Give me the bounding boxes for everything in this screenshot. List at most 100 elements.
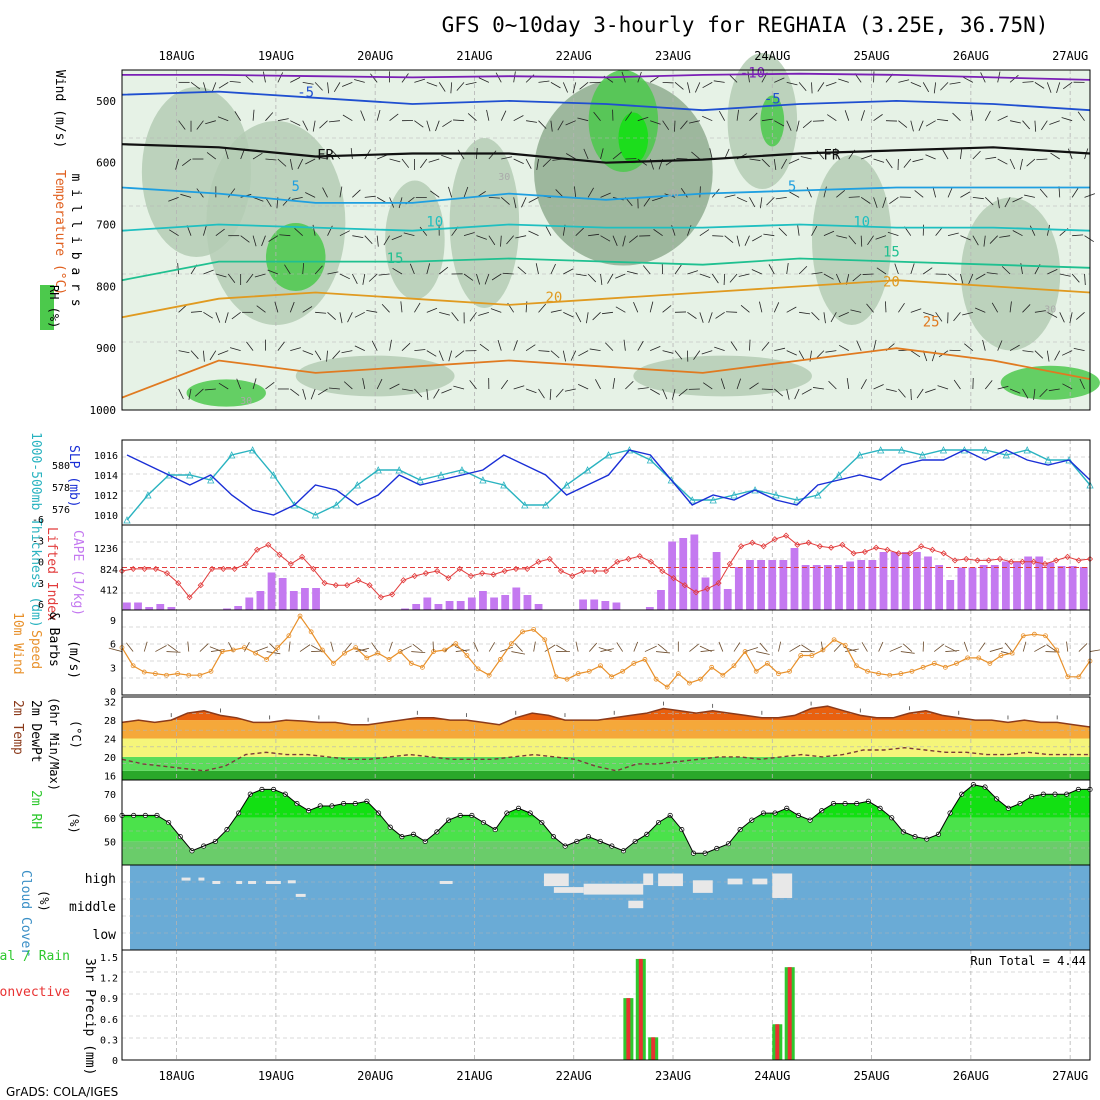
thickness-marker bbox=[562, 481, 571, 489]
surface-wind-barb bbox=[126, 642, 134, 652]
wind-barb bbox=[476, 235, 487, 240]
wind-barb bbox=[467, 113, 477, 121]
wind-barb bbox=[997, 158, 1008, 165]
wind-barb bbox=[974, 307, 986, 313]
wind-barb bbox=[538, 80, 550, 83]
wind-barb bbox=[479, 343, 490, 351]
wind-barb bbox=[252, 109, 255, 121]
rh-mask bbox=[122, 780, 1090, 854]
wind-barb bbox=[627, 270, 638, 275]
lifted-marker bbox=[771, 536, 778, 543]
cape-bar bbox=[612, 602, 621, 610]
wind-barb bbox=[305, 192, 316, 198]
wind-barb bbox=[873, 158, 885, 163]
wind-barb bbox=[729, 74, 738, 83]
lifted-marker bbox=[535, 558, 542, 565]
surface-wind-barb bbox=[861, 642, 868, 652]
isotherm-line bbox=[121, 223, 1091, 232]
wind-barb bbox=[601, 311, 614, 315]
wind-barb bbox=[563, 268, 574, 275]
lifted-marker bbox=[197, 582, 204, 589]
cape-bar bbox=[289, 591, 298, 610]
lifted-marker bbox=[265, 541, 272, 548]
wind-barb bbox=[968, 273, 974, 285]
top-day-label: 18AUG bbox=[159, 49, 195, 63]
wind-barb bbox=[726, 311, 738, 313]
surface-wind-barb bbox=[801, 644, 813, 652]
wind-barb bbox=[876, 267, 887, 275]
rh-unit-label: (%) bbox=[67, 812, 81, 834]
wind-barb bbox=[1026, 158, 1036, 167]
wind-barb bbox=[217, 116, 229, 122]
precip-conv-label: Convective bbox=[0, 985, 70, 1000]
wind-barb bbox=[910, 350, 921, 358]
wind-barb bbox=[178, 304, 188, 313]
wind-barb bbox=[738, 273, 750, 277]
wind-barb bbox=[587, 187, 594, 198]
wind-barb bbox=[366, 310, 378, 313]
surface-wind-barb bbox=[589, 642, 598, 652]
wind-barb bbox=[637, 340, 644, 351]
wind-barb bbox=[227, 273, 236, 284]
cape-bar bbox=[579, 599, 587, 610]
wind-barb bbox=[960, 191, 971, 198]
wind-barb bbox=[383, 235, 390, 246]
wind-barbs-label: & Barbs bbox=[46, 612, 61, 667]
cloud-cell bbox=[212, 880, 221, 884]
wind-barb bbox=[339, 273, 351, 280]
wind-barb bbox=[389, 383, 400, 390]
wind-barb bbox=[699, 273, 711, 278]
lifted-marker bbox=[175, 580, 182, 587]
cape-bar bbox=[490, 597, 498, 610]
wind-barb bbox=[327, 271, 339, 275]
surface-wind-barb bbox=[900, 651, 915, 654]
wind-barb bbox=[513, 115, 524, 122]
wind-barb bbox=[354, 345, 365, 352]
wind-barb bbox=[687, 82, 691, 94]
wind-barb bbox=[310, 388, 316, 400]
wind-barb bbox=[935, 312, 943, 322]
wind-barb bbox=[935, 226, 943, 236]
wind-barb bbox=[549, 388, 552, 400]
pressure-tick: 1000 bbox=[90, 404, 117, 417]
wind-speed-line bbox=[121, 614, 1091, 688]
wind-barb bbox=[525, 388, 537, 394]
cape-bar bbox=[223, 608, 231, 610]
cloud-cell bbox=[181, 877, 191, 881]
wind-barb bbox=[761, 158, 770, 168]
wind-barb bbox=[763, 233, 775, 237]
wind-barb bbox=[224, 312, 229, 324]
wind-barb bbox=[343, 381, 353, 390]
wind-barb bbox=[362, 378, 366, 390]
wind-barb bbox=[781, 158, 788, 169]
surface-wind-barb bbox=[789, 644, 801, 652]
wind-barb bbox=[513, 158, 524, 165]
contour-label: 25 bbox=[923, 315, 940, 331]
wind-barb bbox=[351, 273, 358, 284]
wind-barb bbox=[751, 269, 763, 275]
wind-barb bbox=[194, 388, 204, 397]
wind-barb bbox=[538, 303, 547, 313]
cape-bar bbox=[946, 580, 955, 610]
wind-barb bbox=[352, 189, 361, 198]
wind-barb bbox=[873, 384, 884, 390]
pressure-tick: 900 bbox=[96, 342, 116, 355]
wind-barb bbox=[1069, 312, 1073, 324]
wind-barb bbox=[972, 235, 979, 246]
wind-barb bbox=[947, 187, 953, 198]
rh-region bbox=[449, 138, 520, 308]
wind-barb bbox=[175, 158, 179, 170]
surface-wind-barb bbox=[778, 641, 782, 652]
rh-line bbox=[122, 784, 1090, 854]
lifted-marker bbox=[355, 577, 362, 584]
wind-barb bbox=[749, 112, 758, 121]
wind-barb bbox=[252, 196, 264, 202]
wind-barb bbox=[1047, 311, 1058, 318]
cape-bar bbox=[746, 560, 754, 610]
temp-band bbox=[122, 738, 1090, 757]
wind-barb bbox=[290, 77, 301, 83]
wind-barb bbox=[500, 235, 502, 247]
wind-barb bbox=[633, 302, 639, 313]
wind-barb bbox=[823, 312, 826, 324]
lifted-marker bbox=[996, 555, 1004, 563]
